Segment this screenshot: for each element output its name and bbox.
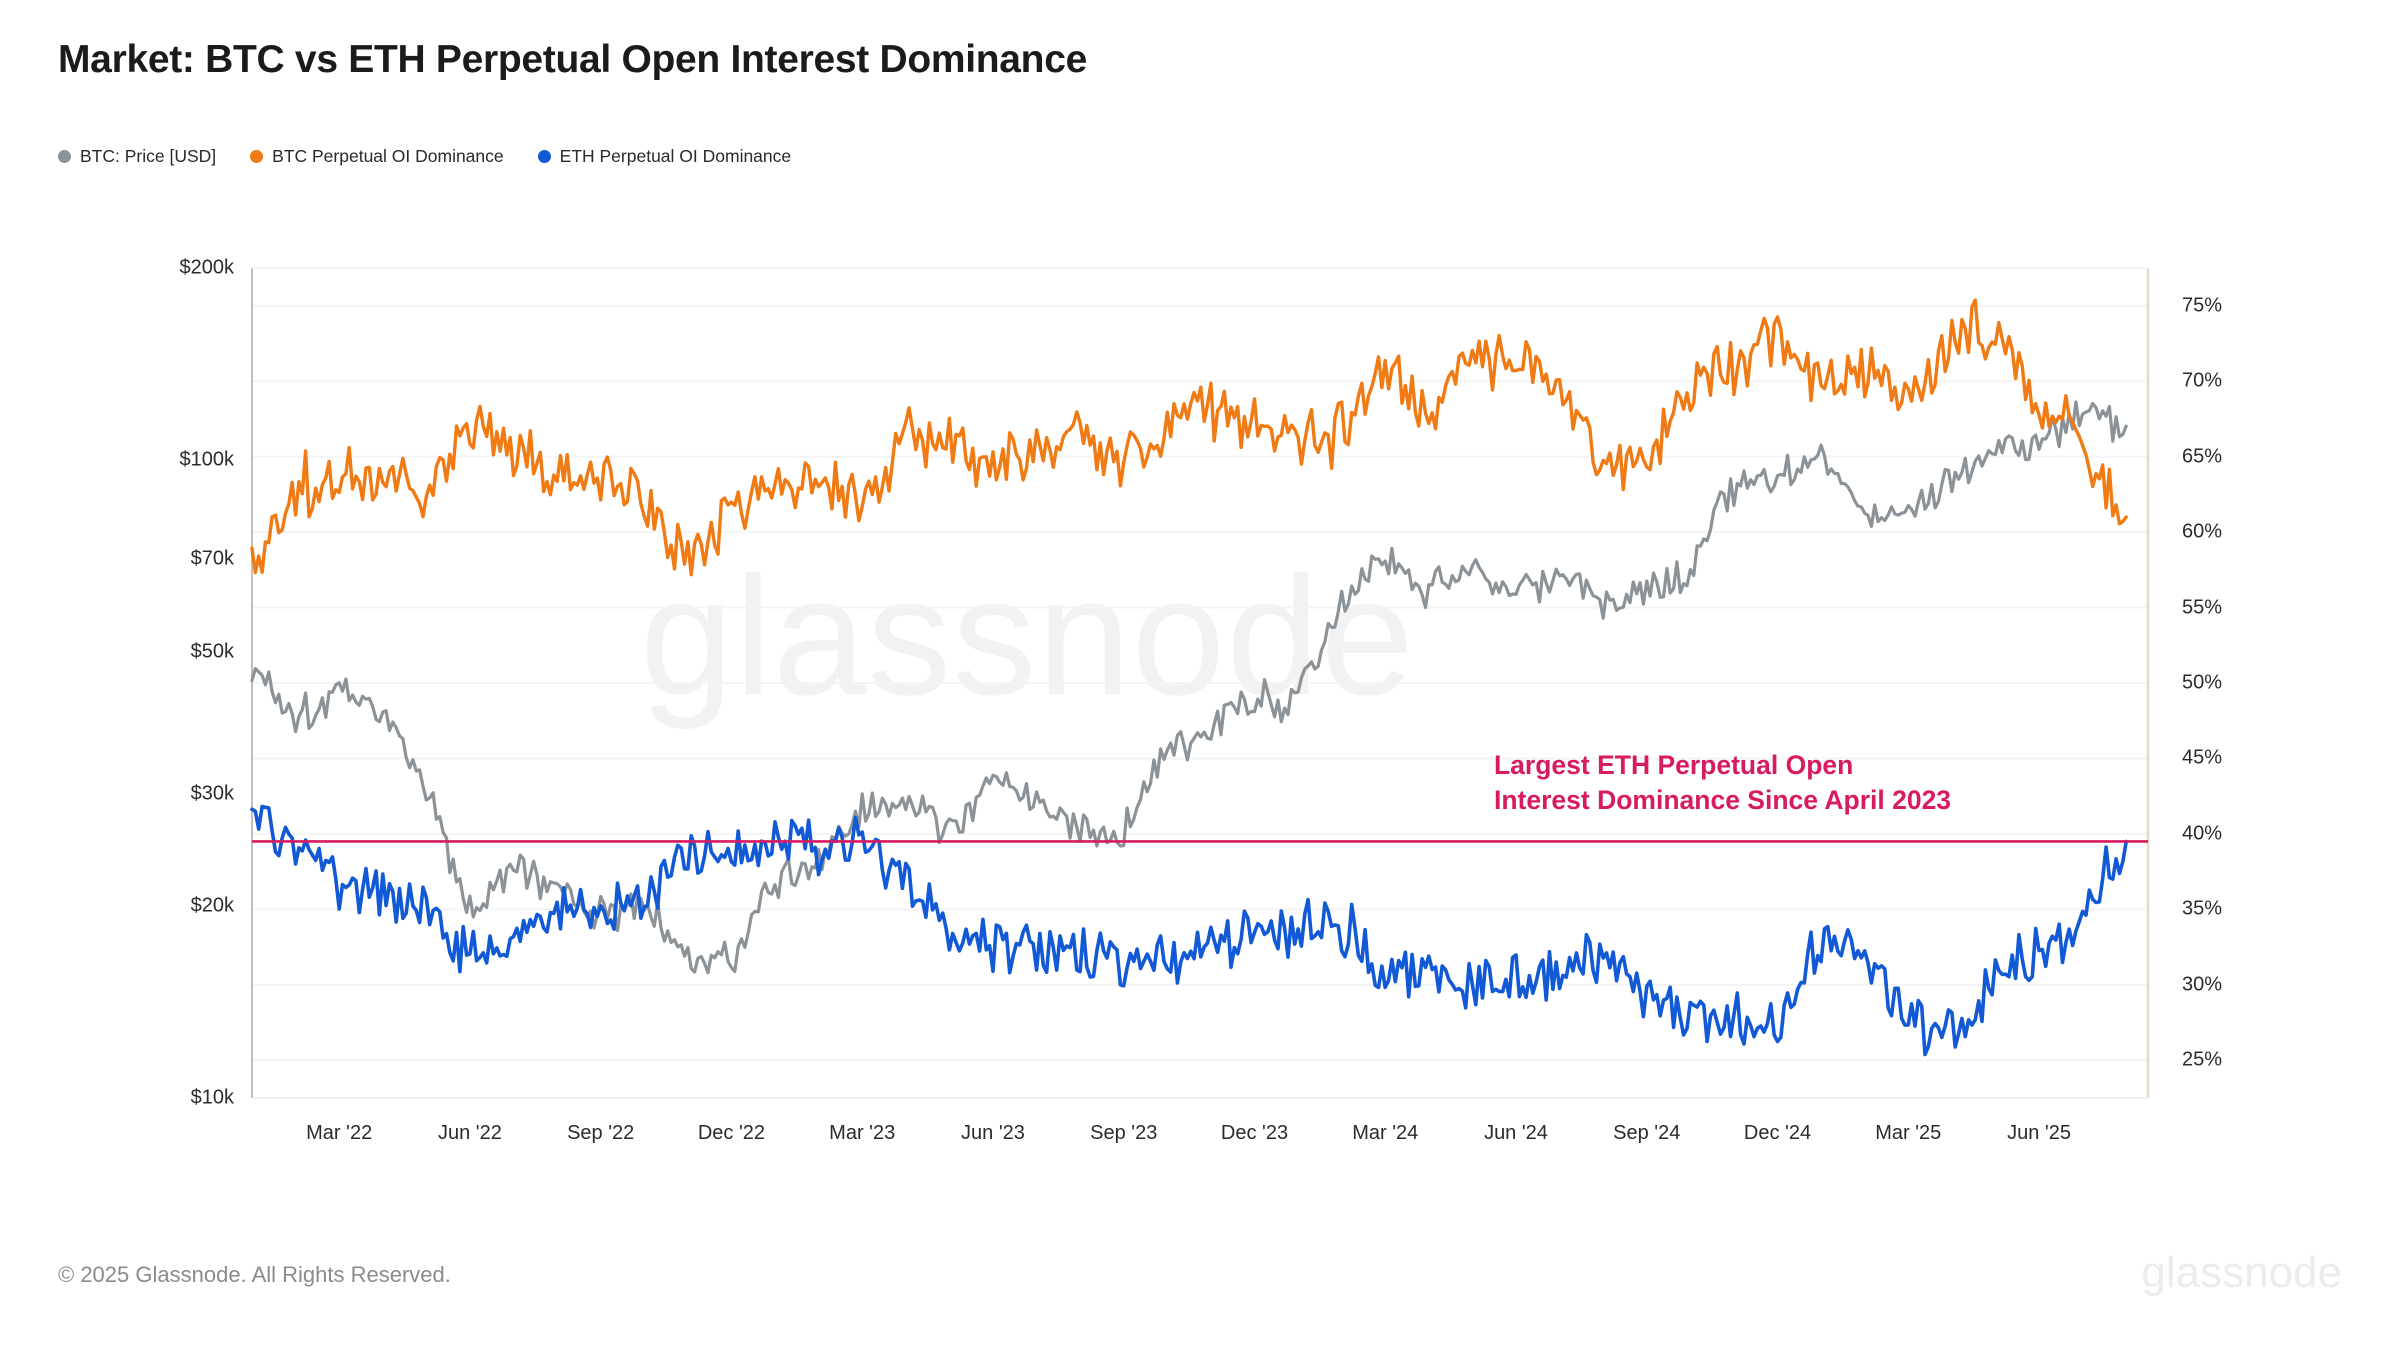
legend-item-label: BTC Perpetual OI Dominance (272, 146, 504, 166)
legend-dot-icon (250, 150, 264, 164)
y-axis-right-tick: 75% (2182, 294, 2223, 317)
y-axis-left-tick: $30k (190, 782, 234, 805)
glassnode-watermark: glassnode (640, 542, 1415, 730)
annotation-line-2: Interest Dominance Since April 2023 (1494, 785, 1952, 816)
x-axis-tick: Dec '23 (1220, 1122, 1289, 1144)
x-axis-tick: Mar '23 (829, 1122, 896, 1144)
legend-item-btc-price[interactable]: BTC: Price [USD] (58, 146, 217, 166)
copyright-text: © 2025 Glassnode. All Rights Reserved. (58, 1262, 451, 1287)
y-axis-left-tick: $100k (179, 448, 235, 471)
x-axis-tick: Dec '24 (1743, 1122, 1812, 1144)
annotation-line-1: Largest ETH Perpetual Open (1494, 750, 1854, 780)
x-axis-tick: Jun '25 (2007, 1122, 2071, 1144)
legend-item-label: ETH Perpetual OI Dominance (559, 146, 792, 166)
legend-dot-icon (58, 150, 71, 164)
x-axis-tick: Sep '22 (567, 1122, 635, 1144)
y-axis-left-tick: $10k (190, 1086, 234, 1109)
legend-item-label: BTC: Price [USD] (80, 146, 217, 166)
x-axis-tick: Jun '22 (437, 1122, 502, 1144)
chart-legend: BTC: Price [USD] BTC Perpetual OI Domina… (58, 146, 792, 166)
y-axis-right-tick: 50% (2182, 671, 2223, 694)
y-axis-right-tick: 70% (2182, 369, 2223, 392)
y-axis-left-tick: $20k (190, 894, 234, 917)
legend-dot-icon (537, 150, 551, 164)
glassnode-logo: glassnode (2141, 1248, 2342, 1297)
y-axis-right-tick: 55% (2182, 596, 2223, 619)
y-axis-left-tick: $200k (179, 256, 235, 279)
x-axis-tick: Dec '22 (697, 1122, 766, 1144)
x-axis-tick: Sep '23 (1090, 1122, 1158, 1144)
series-line-btc-oi-dominance (250, 298, 2128, 577)
y-axis-left-tick: $70k (190, 547, 234, 570)
x-axis-tick: Mar '25 (1875, 1122, 1942, 1144)
legend-item-btc-oi-dominance[interactable]: BTC Perpetual OI Dominance (250, 146, 504, 166)
y-axis-right-tick: 30% (2182, 973, 2223, 996)
x-axis-tick: Mar '22 (306, 1122, 373, 1144)
x-axis-tick: Mar '24 (1352, 1122, 1419, 1144)
y-axis-right-tick: 25% (2182, 1048, 2223, 1071)
series-line-eth-oi-dominance (250, 804, 2128, 1057)
y-axis-right-tick: 35% (2182, 897, 2223, 920)
x-axis-tick: Jun '24 (1484, 1122, 1548, 1144)
axis-lines (251, 267, 2150, 1099)
x-axis-tick: Jun '23 (961, 1122, 1025, 1144)
y-axis-right-tick: 65% (2182, 445, 2223, 468)
chart-annotation: Largest ETH Perpetual Open Interest Domi… (1494, 748, 1951, 818)
footer-divider (0, 1205, 2400, 1206)
y-axis-right-tick: 60% (2182, 520, 2223, 543)
series-line-btc-price (250, 400, 2128, 975)
y-axis-left-tick: $50k (190, 640, 234, 663)
y-axis-right-tick: 40% (2182, 822, 2223, 845)
legend-item-eth-oi-dominance[interactable]: ETH Perpetual OI Dominance (537, 146, 792, 166)
x-axis-tick: Sep '24 (1613, 1122, 1681, 1144)
y-axis-right-tick: 45% (2182, 746, 2223, 769)
page-title: Market: BTC vs ETH Perpetual Open Intere… (58, 38, 1087, 81)
